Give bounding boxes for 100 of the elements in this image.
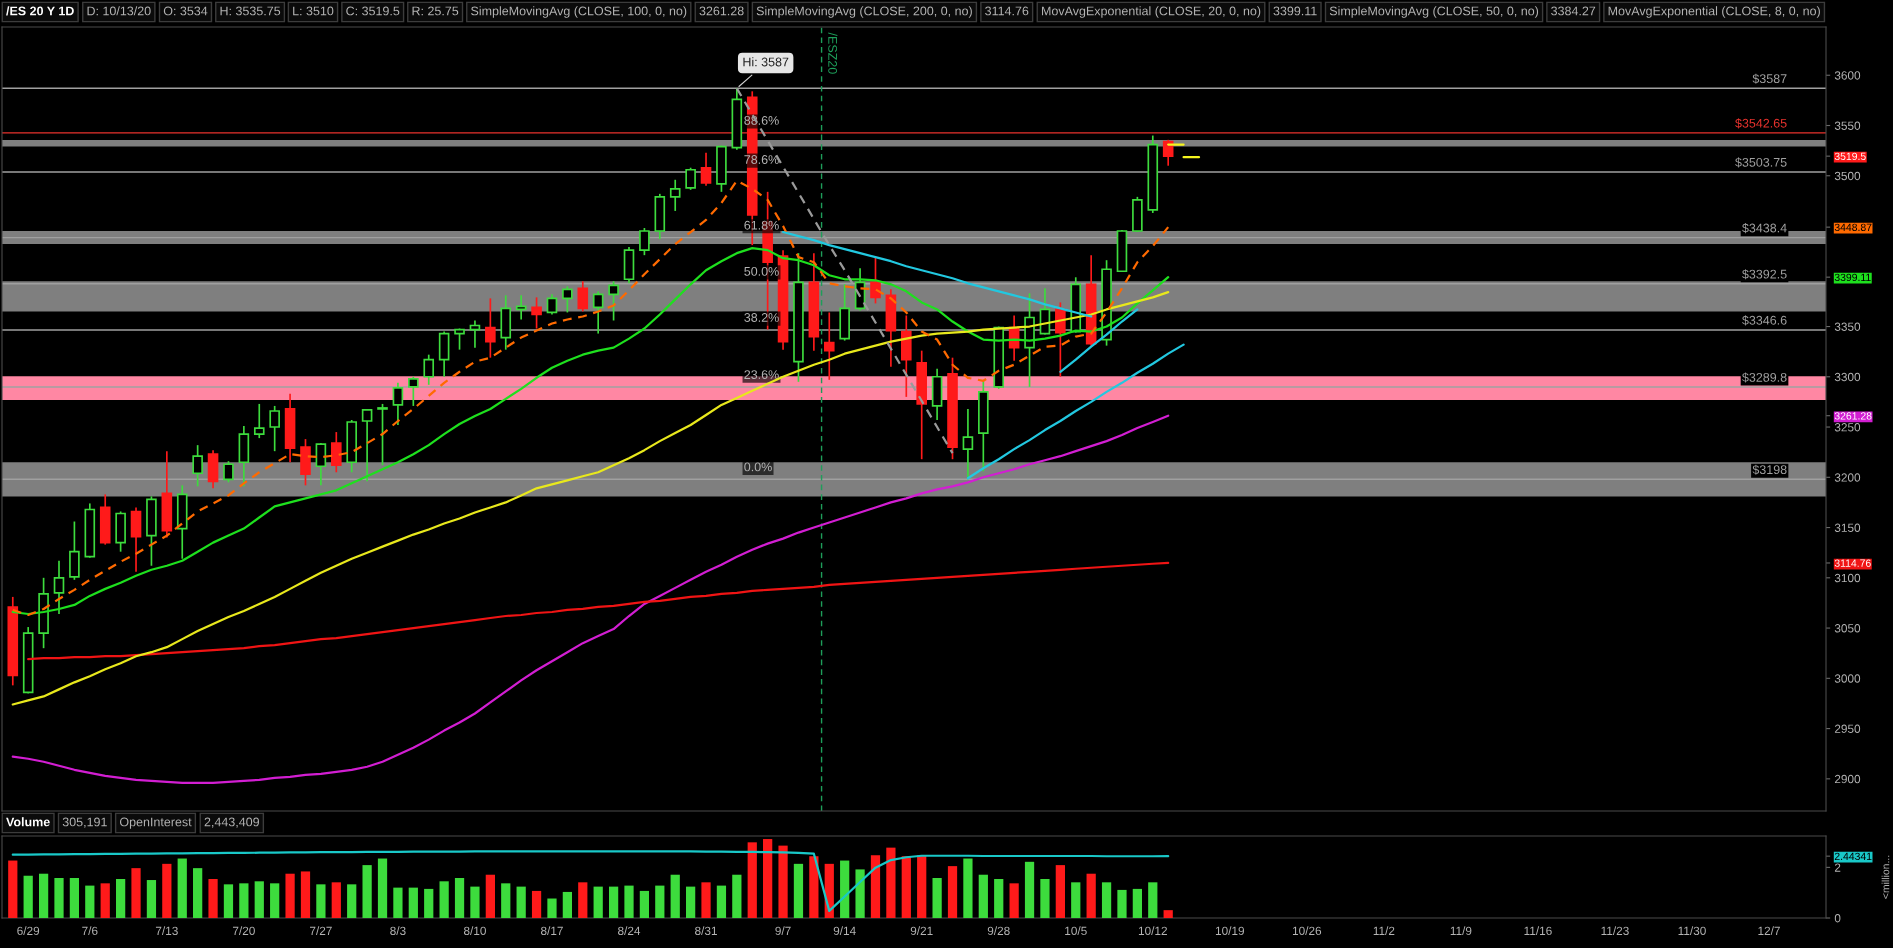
bar: [439, 881, 449, 918]
bar: [686, 886, 696, 918]
bar: [316, 884, 326, 918]
x-tick-label: 12/7: [1758, 926, 1780, 935]
bar: [901, 856, 911, 918]
bar: [947, 866, 958, 918]
y-tick-label: 2: [1834, 863, 1841, 872]
bar: [547, 898, 557, 918]
y-tick-label: 3100: [1834, 573, 1861, 583]
bar: [978, 874, 988, 918]
x-tick-label: 11/2: [1373, 926, 1395, 935]
bar: [531, 890, 542, 918]
bar: [116, 879, 126, 918]
line-series: [27, 561, 1170, 661]
x-tick-label: 11/16: [1524, 926, 1552, 935]
bar: [1040, 879, 1050, 918]
bar: [393, 887, 403, 918]
text: OpenInterest: [119, 817, 192, 829]
bar: [562, 891, 572, 918]
bar: [716, 885, 727, 918]
chart-title: Volume: [6, 817, 50, 827]
bar: [1163, 910, 1173, 918]
x-tick-label: 9/28: [987, 926, 1010, 935]
bar: [608, 886, 619, 918]
bar: [1086, 873, 1096, 918]
bar: [1117, 889, 1127, 918]
bar: [223, 884, 234, 918]
bar: [193, 868, 203, 918]
y-tick-label: 2.44341: [1834, 852, 1872, 861]
bar: [408, 887, 418, 918]
bar: [501, 883, 511, 918]
bar: [270, 883, 280, 918]
bar: [639, 890, 650, 918]
bar: [793, 863, 804, 918]
bar: [624, 885, 634, 918]
bar: [578, 882, 588, 918]
bar: [331, 882, 341, 918]
bar: [69, 878, 80, 918]
bar: [100, 883, 110, 918]
bar: [85, 885, 95, 918]
x-tick-label: 7/6: [82, 926, 98, 935]
x-tick-label: 9/7: [775, 926, 791, 935]
bar: [300, 871, 311, 918]
bar: [23, 875, 33, 918]
bar: [485, 874, 495, 918]
y-tick-label: 2950: [1834, 724, 1861, 733]
x-tick-label: 7/20: [232, 926, 255, 935]
text: 305,191: [62, 817, 107, 828]
bar: [8, 860, 18, 918]
bar: [285, 873, 295, 918]
text: 2,443,409: [204, 817, 260, 828]
bar: [701, 882, 711, 918]
bar: [362, 865, 372, 918]
y-axis-title: <million...: [1881, 855, 1890, 899]
x-tick-label: 8/31: [695, 926, 717, 935]
line-series: [11, 850, 1170, 913]
x-tick-label: 10/19: [1215, 926, 1245, 935]
bar: [131, 868, 141, 918]
x-tick-label: 8/24: [618, 926, 641, 935]
bar: [454, 878, 465, 918]
y-tick-label: 0: [1834, 914, 1841, 923]
x-tick-label: 8/17: [541, 926, 563, 935]
bar: [239, 883, 249, 918]
bar: [177, 858, 187, 918]
bar: [1009, 883, 1019, 918]
bar: [1055, 865, 1065, 918]
bar: [254, 881, 264, 918]
bar: [54, 878, 64, 918]
bar: [778, 845, 788, 918]
x-tick-label: 11/30: [1678, 926, 1706, 935]
bar: [932, 878, 942, 918]
bar: [424, 888, 434, 918]
x-tick-label: 10/26: [1292, 926, 1322, 935]
x-tick-label: 8/10: [463, 926, 486, 935]
bar: [377, 858, 388, 918]
bar: [870, 855, 881, 918]
x-tick-label: 11/9: [1450, 926, 1472, 935]
bar: [593, 886, 603, 918]
x-tick-label: 9/21: [910, 926, 933, 935]
bar: [763, 839, 773, 918]
y-tick-label: 2900: [1834, 774, 1861, 784]
bar: [38, 873, 49, 918]
bar: [347, 884, 357, 918]
x-tick-label: 6/29: [17, 926, 40, 935]
bar: [855, 869, 865, 918]
bar: [670, 874, 680, 918]
bar: [516, 886, 526, 918]
bar: [470, 886, 480, 918]
bar: [732, 874, 742, 918]
x-tick-label: 7/27: [310, 926, 332, 935]
bar: [1132, 888, 1142, 918]
bar: [1071, 882, 1081, 918]
x-tick-label: 11/23: [1601, 926, 1629, 935]
y-tick-label: 3000: [1834, 674, 1861, 683]
bar: [840, 860, 850, 918]
bar: [963, 858, 973, 918]
x-tick-label: 7/13: [155, 926, 178, 935]
bar: [1024, 861, 1035, 918]
bar: [655, 885, 665, 918]
x-tick-label: 8/3: [390, 926, 406, 935]
